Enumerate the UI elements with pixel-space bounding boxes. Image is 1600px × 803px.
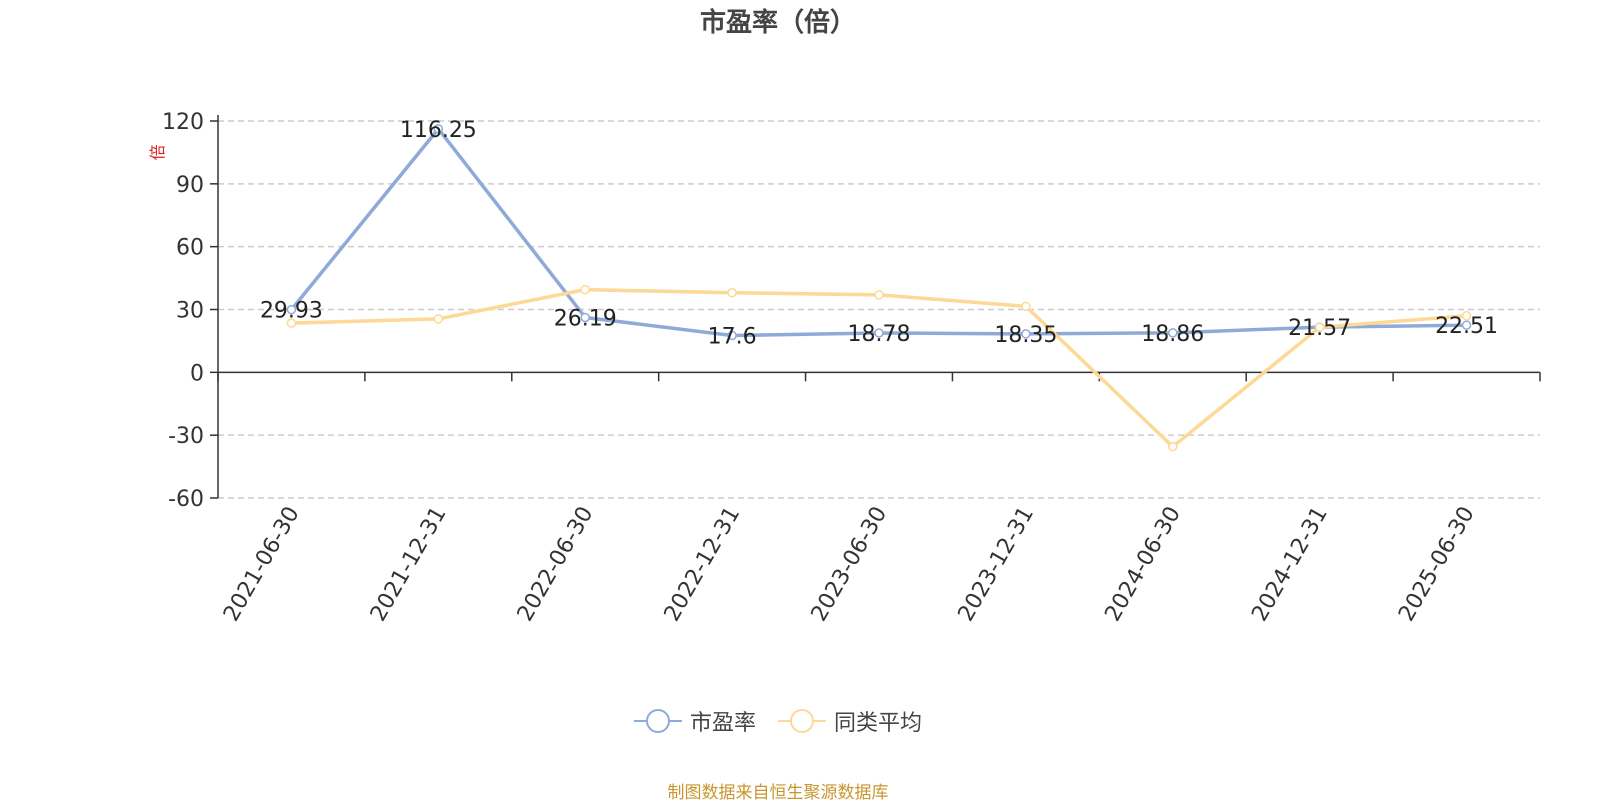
source-note: 制图数据来自恒生聚源数据库: [667, 783, 889, 803]
data-point: [1461, 311, 1472, 321]
x-tick-label: 2021-06-30: [219, 503, 305, 626]
y-tick-label: 120: [162, 110, 204, 135]
data-label-layer: 29.93 116.25 26.19 17.6 18.78 18.35 18.86 21.57…: [260, 118, 1498, 350]
legend: 市盈率 同类平均: [0, 705, 1556, 737]
y-axis-label: 倍: [148, 144, 167, 160]
data-label: 22.51: [1435, 314, 1498, 339]
x-tick-label: 2024-06-30: [1100, 503, 1186, 626]
legend-circle-series2: [790, 709, 814, 733]
data-label: 116.25: [400, 118, 477, 143]
data-label: 21.57: [1288, 316, 1351, 341]
legend-item-series2[interactable]: 同类平均: [778, 705, 922, 737]
legend-marker-icon: [633, 708, 682, 734]
x-tick-label: 2021-12-31: [366, 503, 452, 626]
data-point: [874, 328, 884, 338]
x-tick-label: 2022-12-31: [660, 503, 746, 626]
series-line-2: [291, 287, 1467, 449]
data-point: [433, 314, 444, 324]
y-tick-label: 90: [176, 173, 204, 198]
data-point: [286, 318, 297, 328]
data-label: 17.6: [708, 324, 757, 349]
legend-item-series1[interactable]: 市盈率: [633, 705, 756, 737]
data-point: [1168, 328, 1178, 338]
data-label: 26.19: [554, 306, 617, 331]
x-tick-label: 2024-12-31: [1247, 503, 1333, 626]
legend-marker-icon: [778, 708, 826, 734]
data-point: [727, 330, 737, 341]
x-tick-label: 2022-06-30: [513, 503, 599, 626]
data-point: [1021, 301, 1031, 312]
data-point: [727, 287, 737, 298]
data-point: [433, 124, 444, 134]
grid-layer: [218, 120, 1540, 499]
y-tick-label: -60: [168, 487, 204, 512]
data-label: 29.93: [260, 299, 323, 324]
y-tick-label: 0: [190, 361, 204, 386]
axis-layer: -60 -30 0 30 60 90 120 倍 2021-06-30 2021-12-31 202…: [148, 110, 1541, 626]
x-tick-label: 2025-06-30: [1394, 503, 1480, 626]
data-point: [1314, 322, 1325, 333]
y-tick-label: 60: [176, 236, 204, 261]
data-label: 18.86: [1141, 322, 1204, 347]
legend-circle-series1: [645, 709, 670, 733]
data-point: [1168, 441, 1178, 452]
y-tick-label: -30: [168, 424, 204, 449]
data-point: [580, 312, 590, 323]
chart-title: 市盈率（倍）: [699, 8, 856, 38]
data-point: [580, 284, 590, 295]
data-point: [1461, 320, 1472, 330]
y-tick-label: 30: [176, 299, 204, 324]
data-label: 18.78: [848, 322, 911, 347]
series-line-1: [290, 127, 1467, 338]
data-point: [1021, 329, 1031, 339]
x-tick-label: 2023-06-30: [807, 503, 893, 626]
x-tick-label: 2023-12-31: [954, 503, 1040, 626]
legend-label-series1: 市盈率: [689, 711, 756, 736]
series-layer: [286, 124, 1472, 452]
legend-label-series2: 同类平均: [834, 711, 923, 736]
data-label: 18.35: [994, 323, 1057, 348]
data-point: [286, 304, 297, 315]
data-point: [874, 290, 884, 300]
